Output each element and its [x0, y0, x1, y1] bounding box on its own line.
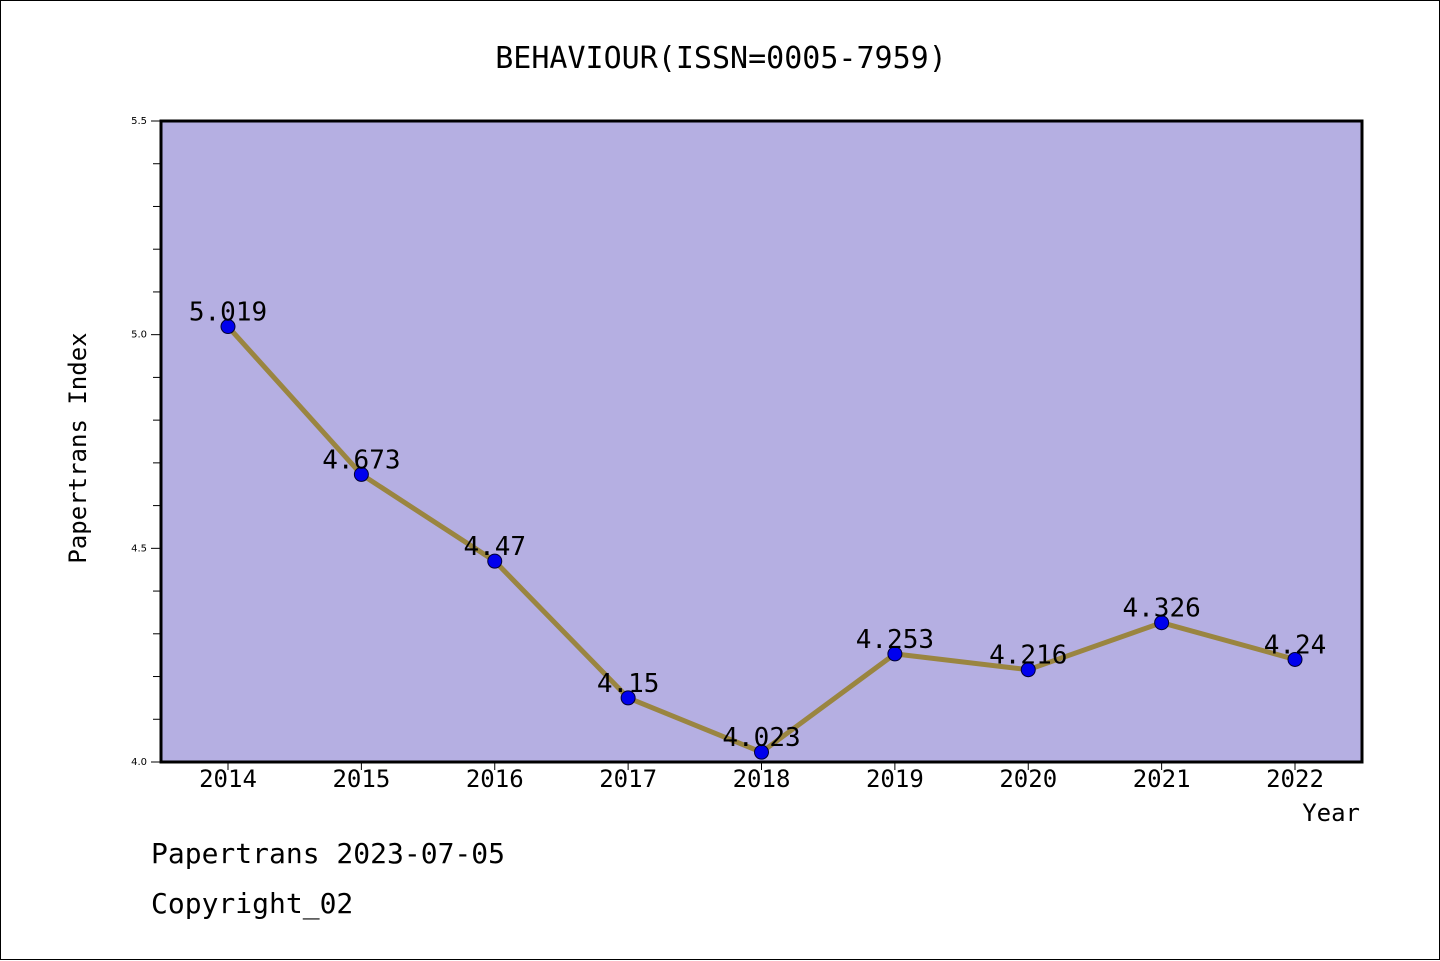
data-label: 4.326 — [1122, 594, 1200, 624]
data-label: 4.216 — [989, 641, 1067, 671]
x-axis: 2014 2015 2016 2017 2018 2019 2020 2021 2022 — [199, 762, 1324, 793]
data-point — [353, 466, 369, 482]
y-axis-label: Papertrans Index — [64, 332, 92, 563]
x-tick-label: 2022 — [1266, 765, 1324, 793]
data-label: 4.673 — [322, 445, 400, 475]
data-point — [487, 553, 503, 569]
data-markers — [220, 319, 1303, 760]
x-tick-label: 2019 — [866, 765, 924, 793]
footer-date: Papertrans 2023-07-05 — [151, 837, 506, 870]
data-label: 4.023 — [722, 723, 800, 753]
chart-title: BEHAVIOUR(ISSN=0005-7959) — [495, 41, 947, 76]
x-tick-label: 2015 — [332, 765, 390, 793]
x-tick-label: 2018 — [733, 765, 791, 793]
data-label: 4.24 — [1264, 630, 1327, 660]
y-tick-label: 5.5 — [131, 116, 147, 127]
data-point — [754, 744, 769, 760]
data-point — [1020, 662, 1036, 678]
data-point — [1154, 615, 1170, 631]
x-axis-label: Year — [1302, 799, 1360, 827]
data-point — [620, 690, 636, 706]
x-tick-label: 2016 — [466, 765, 524, 793]
x-tick-label: 2014 — [199, 765, 257, 793]
plot-area — [159, 119, 1364, 764]
data-point — [1287, 651, 1303, 667]
data-label: 4.15 — [597, 669, 660, 699]
x-tick-label: 2021 — [1133, 765, 1191, 793]
y-axis: 4.0 4.5 5.0 5.5 — [131, 116, 161, 768]
y-tick-label: 5.0 — [131, 330, 147, 341]
x-tick-label: 2020 — [999, 765, 1057, 793]
x-tick-label: 2017 — [599, 765, 657, 793]
data-point — [220, 319, 236, 335]
data-labels: 5.019 4.673 4.47 4.15 4.023 4.253 4.216 4.326 4.… — [189, 298, 1326, 754]
y-tick-label: 4.5 — [131, 543, 147, 554]
footer-copyright: Copyright_02 — [151, 887, 354, 920]
data-point — [887, 646, 903, 662]
data-label: 5.019 — [189, 298, 267, 328]
data-label: 4.47 — [463, 532, 526, 562]
y-tick-label: 4.0 — [131, 757, 147, 768]
data-label: 4.253 — [856, 625, 934, 655]
